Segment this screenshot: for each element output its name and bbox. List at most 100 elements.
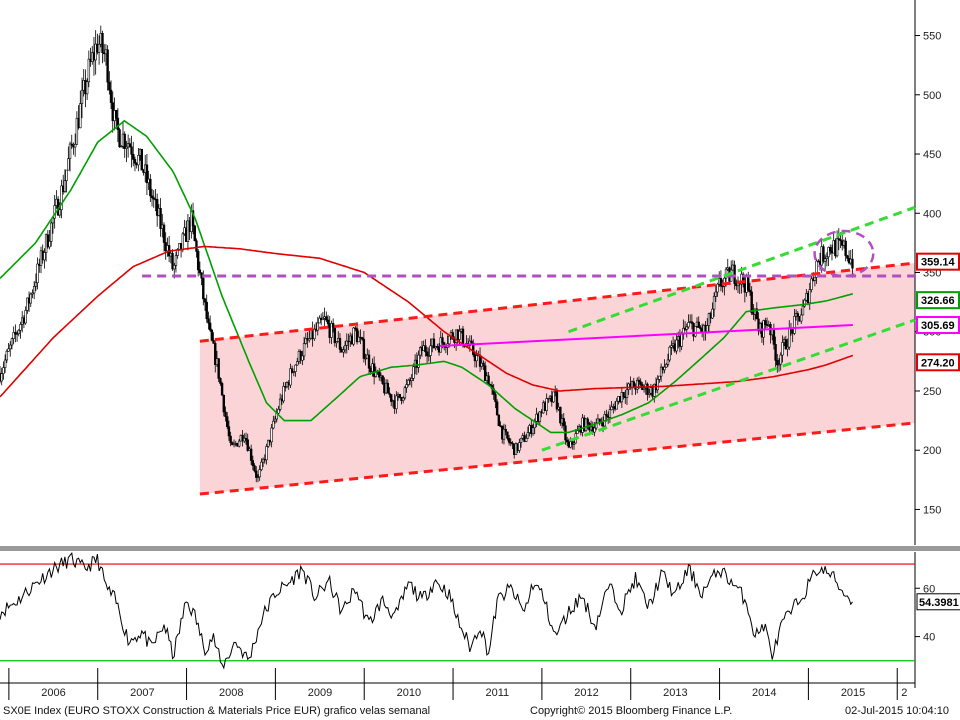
candle-body (128, 143, 132, 148)
candle-body (595, 422, 598, 429)
candle-body (733, 264, 736, 284)
candle-body (116, 117, 120, 130)
candle-body (562, 418, 565, 427)
candle-body (448, 335, 451, 345)
highlight-ellipse (813, 229, 875, 278)
candle-body (75, 117, 79, 145)
price-tick-label: 200 (923, 445, 941, 457)
candle-body (335, 341, 338, 344)
candle-body (330, 323, 333, 338)
candle-body (538, 411, 542, 422)
candle-body (576, 430, 579, 434)
candle-body (719, 278, 723, 287)
candle-body (653, 383, 656, 397)
x-tick-label: 2007 (130, 687, 154, 699)
candle-body (502, 428, 506, 440)
candle-body (70, 143, 73, 146)
candle-body (65, 169, 68, 181)
candle-body (171, 252, 174, 270)
candle-body (174, 255, 178, 266)
candle-body (34, 282, 38, 287)
candle-body (360, 337, 364, 340)
candle-body (60, 185, 63, 211)
candle-body (723, 277, 726, 287)
candle-body (58, 209, 61, 216)
value-tag-box (916, 252, 960, 271)
candle-body (352, 327, 355, 345)
candle-body (747, 275, 750, 291)
candle-body (133, 159, 137, 164)
candle-body (227, 426, 231, 437)
candle-body (403, 387, 407, 399)
candle-body (526, 432, 530, 439)
candle-body (108, 81, 111, 91)
candle-body (781, 342, 784, 356)
candle-body (632, 381, 636, 388)
candle-body (367, 354, 371, 369)
candle-body (706, 325, 709, 333)
candle-body (801, 305, 805, 316)
candle-body (304, 338, 307, 344)
rsi-line (0, 552, 853, 670)
candle-body (586, 418, 589, 424)
footer-center: Copyright© 2015 Bloomberg Finance L.P. (530, 705, 732, 717)
candle-body (711, 308, 714, 319)
candle-body (294, 364, 297, 372)
candle-body (51, 217, 55, 224)
candle-body (424, 345, 427, 353)
candle-body (173, 265, 176, 270)
candle-body (622, 392, 625, 397)
candle-body (212, 339, 215, 344)
candle-body (776, 360, 779, 366)
candle-body (470, 340, 473, 344)
candle-body (48, 241, 51, 248)
candle-body (256, 476, 260, 478)
candle-body (237, 440, 241, 447)
candle-body (509, 442, 513, 444)
candle-body (482, 362, 485, 367)
channel-fill (199, 263, 915, 495)
x-tick-label: 2 (901, 687, 907, 699)
candle-body (292, 371, 296, 373)
value-tag-label: 274.20 (921, 357, 955, 369)
x-tick-label: 2008 (219, 687, 243, 699)
candle-body (260, 461, 263, 470)
candle-body (325, 316, 328, 321)
candle-body (43, 252, 46, 261)
rsi-value-tag-label: 54.3981 (919, 597, 959, 609)
candle-body (50, 222, 53, 242)
candle-body (846, 255, 849, 259)
candle-body (687, 322, 690, 328)
candle-body (226, 416, 229, 427)
candle-body (125, 146, 128, 149)
rsi-panel: 40 60 54.3981 (0, 552, 960, 688)
candle-body (825, 256, 829, 259)
candle-body (707, 313, 711, 326)
price-tick-label: 450 (923, 149, 941, 161)
candle-body (208, 322, 212, 331)
candle-body (666, 359, 670, 365)
candle-body (636, 379, 639, 390)
candle-body (764, 320, 767, 326)
candle-body (680, 334, 683, 347)
x-tick-label: 2010 (397, 687, 421, 699)
candle-body (67, 158, 70, 171)
candle-body (272, 420, 275, 429)
candle-body (12, 332, 15, 339)
candle-body (608, 409, 612, 418)
candle-body (106, 49, 109, 83)
candle-body (326, 319, 330, 325)
candle-body (140, 148, 143, 171)
candle-body (202, 277, 205, 300)
candle-body (507, 437, 511, 443)
value-tag-box (916, 291, 960, 310)
candle-body (123, 133, 126, 149)
candle-body (87, 58, 91, 83)
candle-body (267, 439, 270, 447)
candle-body (390, 394, 393, 402)
candle-body (220, 383, 224, 396)
candle-body (395, 395, 398, 410)
candle-body (620, 392, 624, 403)
candle-body (388, 392, 391, 395)
candle-body (36, 263, 39, 284)
